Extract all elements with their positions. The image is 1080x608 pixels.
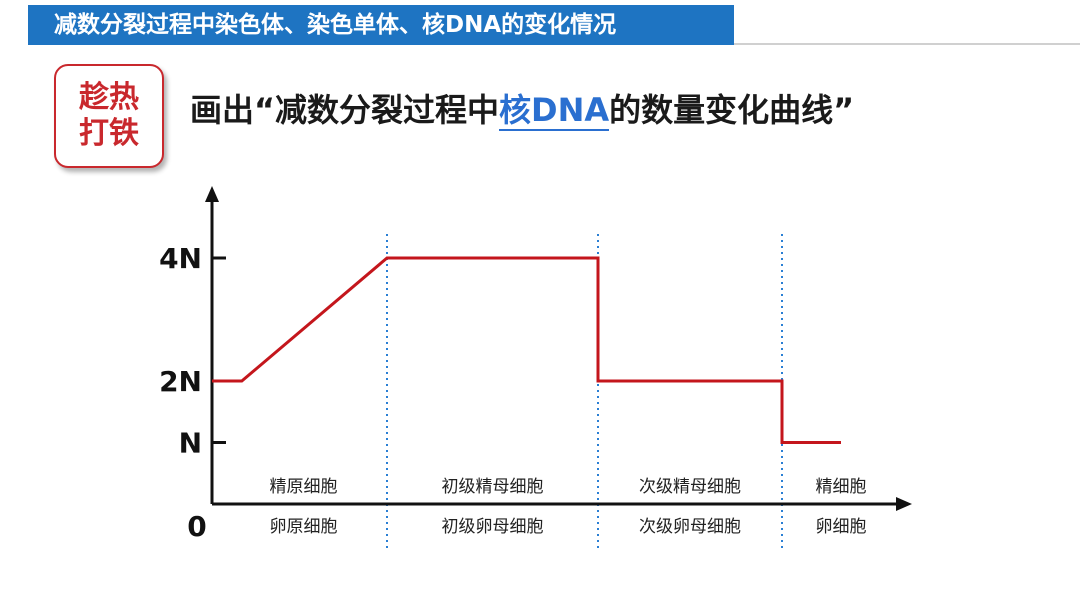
stage-label-female-0: 卵原细胞 — [270, 517, 338, 537]
y-tick-label-2: N — [179, 427, 202, 460]
stage-label-male-0: 精原细胞 — [270, 477, 338, 497]
header-rule — [734, 43, 1080, 45]
badge-line-1: 趁热 — [79, 80, 139, 115]
stage-label-male-3: 精细胞 — [816, 477, 867, 497]
stage-label-female-1: 初级卵母细胞 — [442, 517, 544, 537]
dna-curve — [212, 256, 841, 444]
badge: 趁热 打铁 — [54, 64, 164, 168]
header-title: 减数分裂过程中染色体、染色单体、核DNA的变化情况 — [54, 12, 617, 38]
axes — [205, 186, 912, 511]
stage-label-male-2: 次级精母细胞 — [639, 477, 741, 497]
y-tick-label-0: 4N — [159, 242, 202, 275]
header-banner: 减数分裂过程中染色体、染色单体、核DNA的变化情况 — [28, 5, 734, 45]
origin-label: 0 — [187, 510, 206, 543]
dna-series-line-0 — [212, 256, 841, 444]
badge-line-2: 打铁 — [79, 116, 139, 151]
y-axis-arrow-icon — [205, 186, 219, 202]
heading-emphasis: 核DNA — [499, 91, 610, 131]
heading-prefix: 画出“减数分裂过程中 — [190, 91, 500, 129]
stage-label-male-1: 初级精母细胞 — [442, 477, 544, 497]
x-axis-arrow-icon — [896, 497, 912, 511]
stage-dividers — [386, 234, 783, 552]
heading-suffix: 的数量变化曲线” — [609, 91, 855, 129]
stage-label-female-2: 次级卵母细胞 — [639, 517, 741, 537]
stage-label-female-3: 卵细胞 — [816, 517, 867, 537]
y-ticks: 4N 2N N — [159, 242, 226, 460]
task-heading: 画出“减数分裂过程中核DNA的数量变化曲线” — [190, 88, 854, 132]
y-tick-label-1: 2N — [159, 365, 202, 398]
